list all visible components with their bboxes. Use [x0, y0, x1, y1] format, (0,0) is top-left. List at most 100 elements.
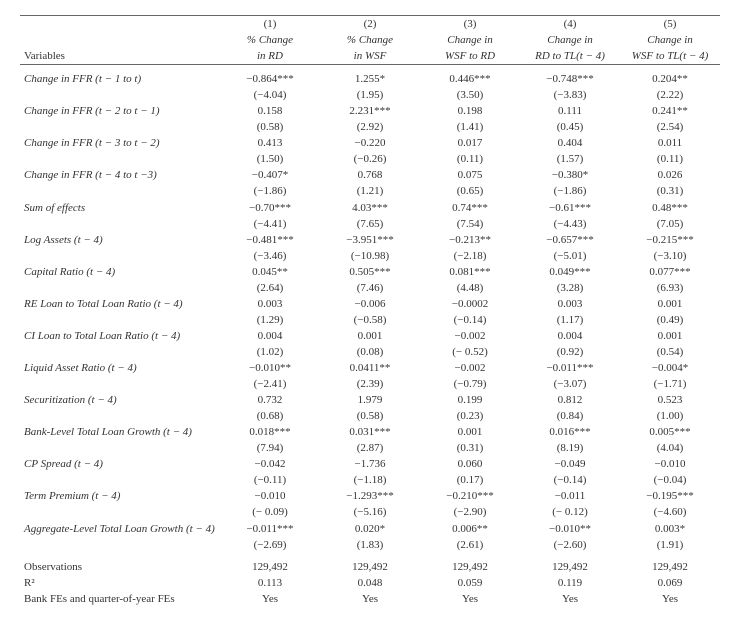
coef-value: −0.748*** [520, 65, 620, 88]
se-value: (− 0.09) [220, 504, 320, 520]
coef-value: 0.049*** [520, 264, 620, 280]
coef-value: 0.0411** [320, 360, 420, 376]
se-value: (7.46) [320, 280, 420, 296]
coef-value: −0.010 [220, 488, 320, 504]
se-value: (−4.04) [220, 87, 320, 103]
col-label: RD to TL(t − 4) [520, 48, 620, 65]
se-value: (−5.01) [520, 248, 620, 264]
se-value: (0.23) [420, 408, 520, 424]
coef-value: −0.042 [220, 456, 320, 472]
regression-table: (1) (2) (3) (4) (5) % Change % Change Ch… [20, 15, 720, 607]
variable-label: Term Premium (t − 4) [20, 488, 220, 504]
footer-value: 129,492 [420, 553, 520, 575]
col-label: Change in [420, 32, 520, 48]
footer-value: Yes [620, 591, 720, 607]
footer-value: 129,492 [320, 553, 420, 575]
se-value: (4.48) [420, 280, 520, 296]
se-value: (−0.14) [520, 472, 620, 488]
se-value: (1.83) [320, 537, 420, 553]
se-value: (−4.60) [620, 504, 720, 520]
se-value: (7.94) [220, 440, 320, 456]
coef-value: −0.864*** [220, 65, 320, 88]
coef-value: 0.003* [620, 521, 720, 537]
coef-value: −0.70*** [220, 200, 320, 216]
se-value: (−5.16) [320, 504, 420, 520]
se-value: (−4.41) [220, 216, 320, 232]
coef-value: −0.006 [320, 296, 420, 312]
coef-value: −0.380* [520, 167, 620, 183]
coef-value: 4.03*** [320, 200, 420, 216]
coef-value: 0.446*** [420, 65, 520, 88]
variable-label: Capital Ratio (t − 4) [20, 264, 220, 280]
se-value: (− 0.12) [520, 504, 620, 520]
coef-value: −0.213** [420, 232, 520, 248]
se-value: (7.65) [320, 216, 420, 232]
coef-value: 0.111 [520, 103, 620, 119]
coef-value: 0.812 [520, 392, 620, 408]
se-value: (2.54) [620, 119, 720, 135]
se-value: (−1.86) [220, 183, 320, 199]
se-value: (0.31) [620, 183, 720, 199]
se-value: (−2.60) [520, 537, 620, 553]
coef-value: 0.020* [320, 521, 420, 537]
se-value: (1.17) [520, 312, 620, 328]
coef-value: −0.004* [620, 360, 720, 376]
coef-value: −0.195*** [620, 488, 720, 504]
coef-value: −1.736 [320, 456, 420, 472]
se-value: (4.04) [620, 440, 720, 456]
se-value: (2.92) [320, 119, 420, 135]
coef-value: 0.003 [520, 296, 620, 312]
coef-value: 0.198 [420, 103, 520, 119]
coef-value: −0.011*** [520, 360, 620, 376]
coef-value: −0.0002 [420, 296, 520, 312]
coef-value: 0.001 [320, 328, 420, 344]
col-num: (3) [420, 16, 520, 33]
coef-value: 0.158 [220, 103, 320, 119]
coef-value: 0.204** [620, 65, 720, 88]
col-label: % Change [220, 32, 320, 48]
footer-label: R² [20, 575, 220, 591]
coef-value: 0.001 [420, 424, 520, 440]
variable-label: CP Spread (t − 4) [20, 456, 220, 472]
footer-value: 129,492 [620, 553, 720, 575]
col-num: (1) [220, 16, 320, 33]
coef-value: −0.61*** [520, 200, 620, 216]
se-value: (−2.90) [420, 504, 520, 520]
coef-value: −0.002 [420, 328, 520, 344]
coef-value: 0.74*** [420, 200, 520, 216]
se-value: (2.87) [320, 440, 420, 456]
se-value: (−3.07) [520, 376, 620, 392]
coef-value: −0.210*** [420, 488, 520, 504]
col-label: in RD [220, 48, 320, 65]
footer-value: Yes [520, 591, 620, 607]
coef-value: 1.979 [320, 392, 420, 408]
se-value: (3.28) [520, 280, 620, 296]
coef-value: 0.404 [520, 135, 620, 151]
coef-value: 0.48*** [620, 200, 720, 216]
footer-value: 0.113 [220, 575, 320, 591]
se-value: (−2.41) [220, 376, 320, 392]
coef-value: 0.075 [420, 167, 520, 183]
se-value: (0.65) [420, 183, 520, 199]
se-value: (0.17) [420, 472, 520, 488]
se-value: (−0.26) [320, 151, 420, 167]
variable-label: Bank-Level Total Loan Growth (t − 4) [20, 424, 220, 440]
se-value: (1.29) [220, 312, 320, 328]
se-value: (−3.46) [220, 248, 320, 264]
se-value: (−4.43) [520, 216, 620, 232]
se-value: (2.61) [420, 537, 520, 553]
coef-value: 0.003 [220, 296, 320, 312]
coef-value: 0.505*** [320, 264, 420, 280]
se-value: (−0.14) [420, 312, 520, 328]
col-label: Change in [620, 32, 720, 48]
coef-value: 0.413 [220, 135, 320, 151]
footer-value: Yes [420, 591, 520, 607]
se-value: (−1.86) [520, 183, 620, 199]
coef-value: 0.241** [620, 103, 720, 119]
variables-header: Variables [20, 48, 220, 65]
coef-value: 0.060 [420, 456, 520, 472]
se-value: (0.84) [520, 408, 620, 424]
se-value: (6.93) [620, 280, 720, 296]
se-value: (1.41) [420, 119, 520, 135]
variable-label: RE Loan to Total Loan Ratio (t − 4) [20, 296, 220, 312]
